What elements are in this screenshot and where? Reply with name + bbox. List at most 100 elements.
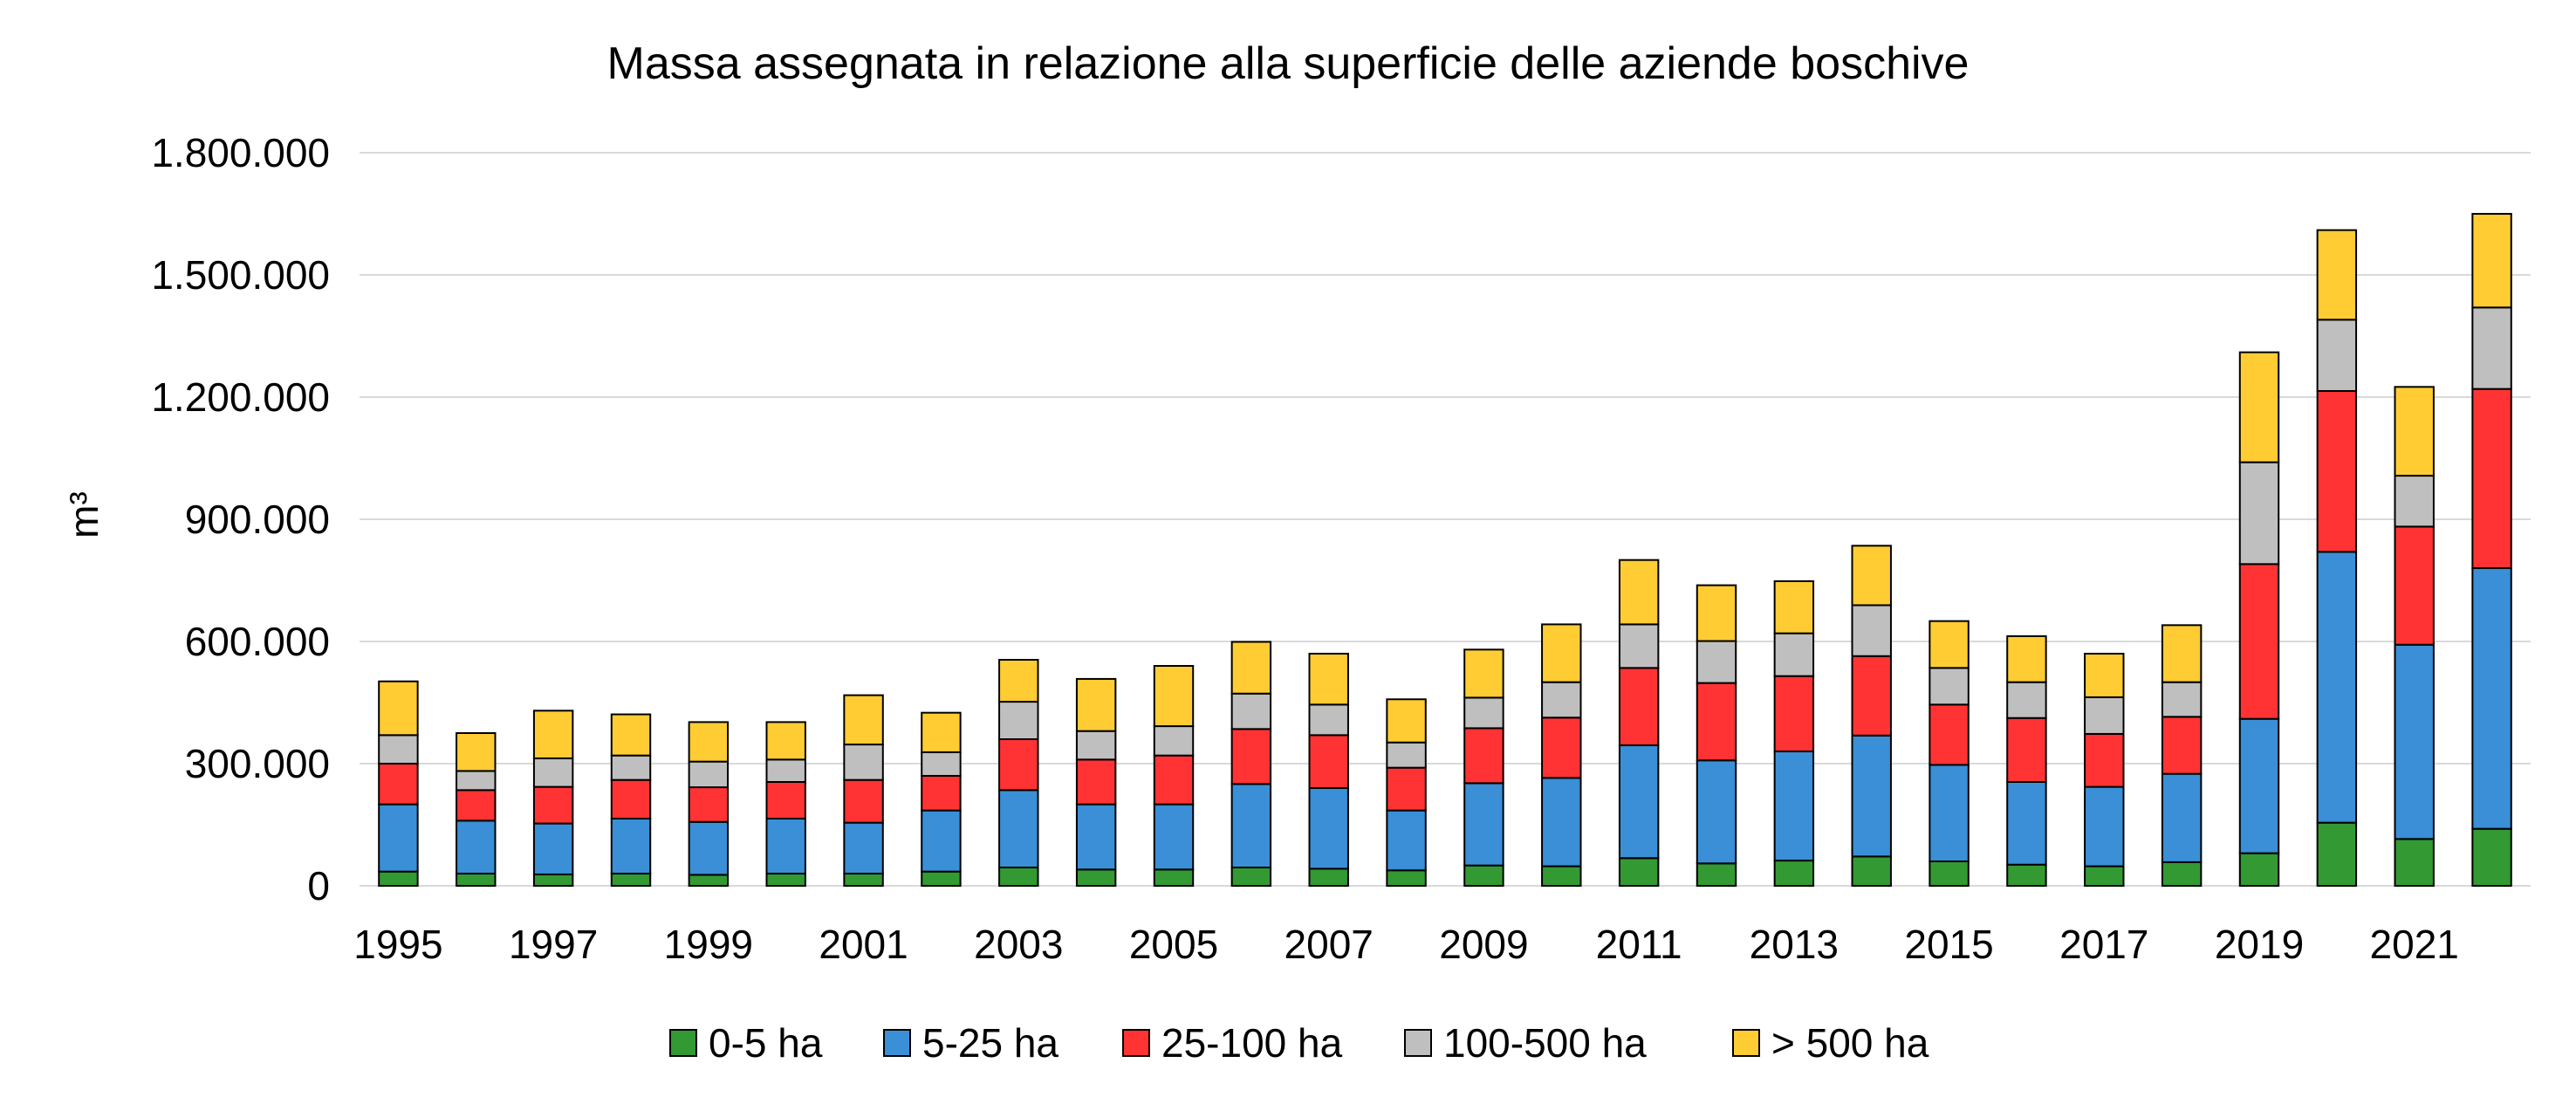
x-tick-label: 2017 [2059, 922, 2148, 967]
legend-label: 25-100 ha [1161, 1020, 1343, 1066]
bar-segment [2471, 567, 2512, 830]
bar-segment [1929, 861, 1970, 887]
bar-segment [532, 785, 574, 825]
bar-segment [2084, 732, 2125, 788]
bar-segment [2394, 525, 2435, 646]
x-tick-label: 2013 [1750, 922, 1839, 967]
bar-segment [1153, 803, 1195, 871]
x-tick-label: 2009 [1439, 922, 1528, 967]
bar-segment [610, 713, 652, 757]
bar-segment [1308, 653, 1349, 706]
bar-segment [765, 873, 806, 887]
bar-segment [1851, 604, 1892, 657]
bar-segment [998, 701, 1039, 740]
bar-segment [1851, 655, 1892, 737]
bar-segment [921, 809, 962, 873]
y-axis-label: m³ [61, 491, 106, 538]
bar-segment [1075, 758, 1117, 806]
bar-segment [1541, 623, 1582, 683]
bar-segment [1773, 675, 1815, 753]
bar-segment [456, 732, 497, 772]
bar-segment [378, 803, 419, 873]
bar-segment [1386, 741, 1427, 769]
bar-segment [1541, 777, 1582, 867]
x-tick-label: 2005 [1129, 922, 1218, 967]
bar-segment [1696, 584, 1737, 642]
legend-swatch [1732, 1029, 1760, 1057]
bar-segment [2471, 213, 2512, 309]
bar-segment [1230, 783, 1272, 868]
bar-segment [1386, 809, 1427, 872]
bar-segment [2006, 781, 2047, 866]
bar-segment [2006, 634, 2047, 683]
bar-segment [2161, 772, 2203, 863]
bar-segment [1308, 787, 1349, 870]
y-tick-label: 900.000 [185, 497, 330, 542]
bar-segment [1463, 727, 1504, 785]
y-tick-label: 1.200.000 [151, 374, 330, 420]
bar-segment [378, 870, 419, 888]
bar-segment [1851, 734, 1892, 858]
bar-segment [843, 778, 884, 824]
bar-segment [456, 873, 497, 887]
bar-segment [1696, 862, 1737, 887]
bar-segment [2394, 838, 2435, 887]
bar-segment [1929, 620, 1970, 669]
bar-segment [1696, 759, 1737, 865]
bar-segment [843, 744, 884, 781]
bar-segment [1153, 868, 1195, 887]
bar-segment [765, 781, 806, 819]
bar-segment [843, 821, 884, 875]
gridlines [360, 152, 2531, 887]
y-tick-label: 300.000 [185, 741, 330, 786]
bar-segment [2238, 852, 2280, 888]
bar-segment [1230, 692, 1272, 730]
bar-segment [378, 734, 419, 765]
bar-segment [1075, 803, 1117, 871]
bar-segment [1463, 864, 1504, 888]
bar-segment [688, 786, 730, 823]
bar-segment [1851, 855, 1892, 888]
bar-segment [2471, 306, 2512, 390]
bar-segment [456, 819, 497, 874]
bar-segment [2394, 643, 2435, 840]
x-tick-label: 2001 [819, 922, 908, 967]
bar-segment [1230, 867, 1272, 887]
bar-segment [2316, 390, 2358, 553]
bar-segment [2394, 386, 2435, 477]
bar-segment [1230, 728, 1272, 785]
bars [378, 213, 2512, 888]
bar-segment [688, 874, 730, 888]
bar-segment [1230, 641, 1272, 695]
bar-segment [1773, 632, 1815, 677]
bar-segment [378, 680, 419, 737]
bar-segment [2006, 717, 2047, 784]
legend-swatch [1404, 1029, 1432, 1057]
bar-segment [1618, 857, 1660, 887]
bar-segment [2006, 681, 2047, 719]
legend-label: 0-5 ha [709, 1020, 823, 1066]
bar-segment [2394, 475, 2435, 528]
bar-segment [1929, 703, 1970, 766]
bar-segment [378, 763, 419, 806]
bar-segment [1696, 640, 1737, 684]
bar-segment [1851, 545, 1892, 607]
bar-segment [2084, 865, 2125, 887]
bar-segment [1618, 744, 1660, 860]
bar-segment [1153, 725, 1195, 757]
bar-segment [532, 873, 574, 888]
chart-title: Massa assegnata in relazione alla superf… [607, 38, 1970, 89]
bar-segment [532, 757, 574, 788]
bar-segment [1696, 682, 1737, 762]
bar-segment [1308, 867, 1349, 888]
bar-segment [765, 818, 806, 874]
bar-segment [2238, 563, 2280, 720]
bar-segment [1541, 717, 1582, 779]
x-tick-label: 2007 [1285, 922, 1374, 967]
bar-segment [998, 659, 1039, 703]
bar-segment [610, 754, 652, 781]
bar-segment [1773, 579, 1815, 634]
bar-segment [2084, 785, 2125, 867]
bar-segment [1773, 751, 1815, 862]
bar-segment [1929, 764, 1970, 863]
